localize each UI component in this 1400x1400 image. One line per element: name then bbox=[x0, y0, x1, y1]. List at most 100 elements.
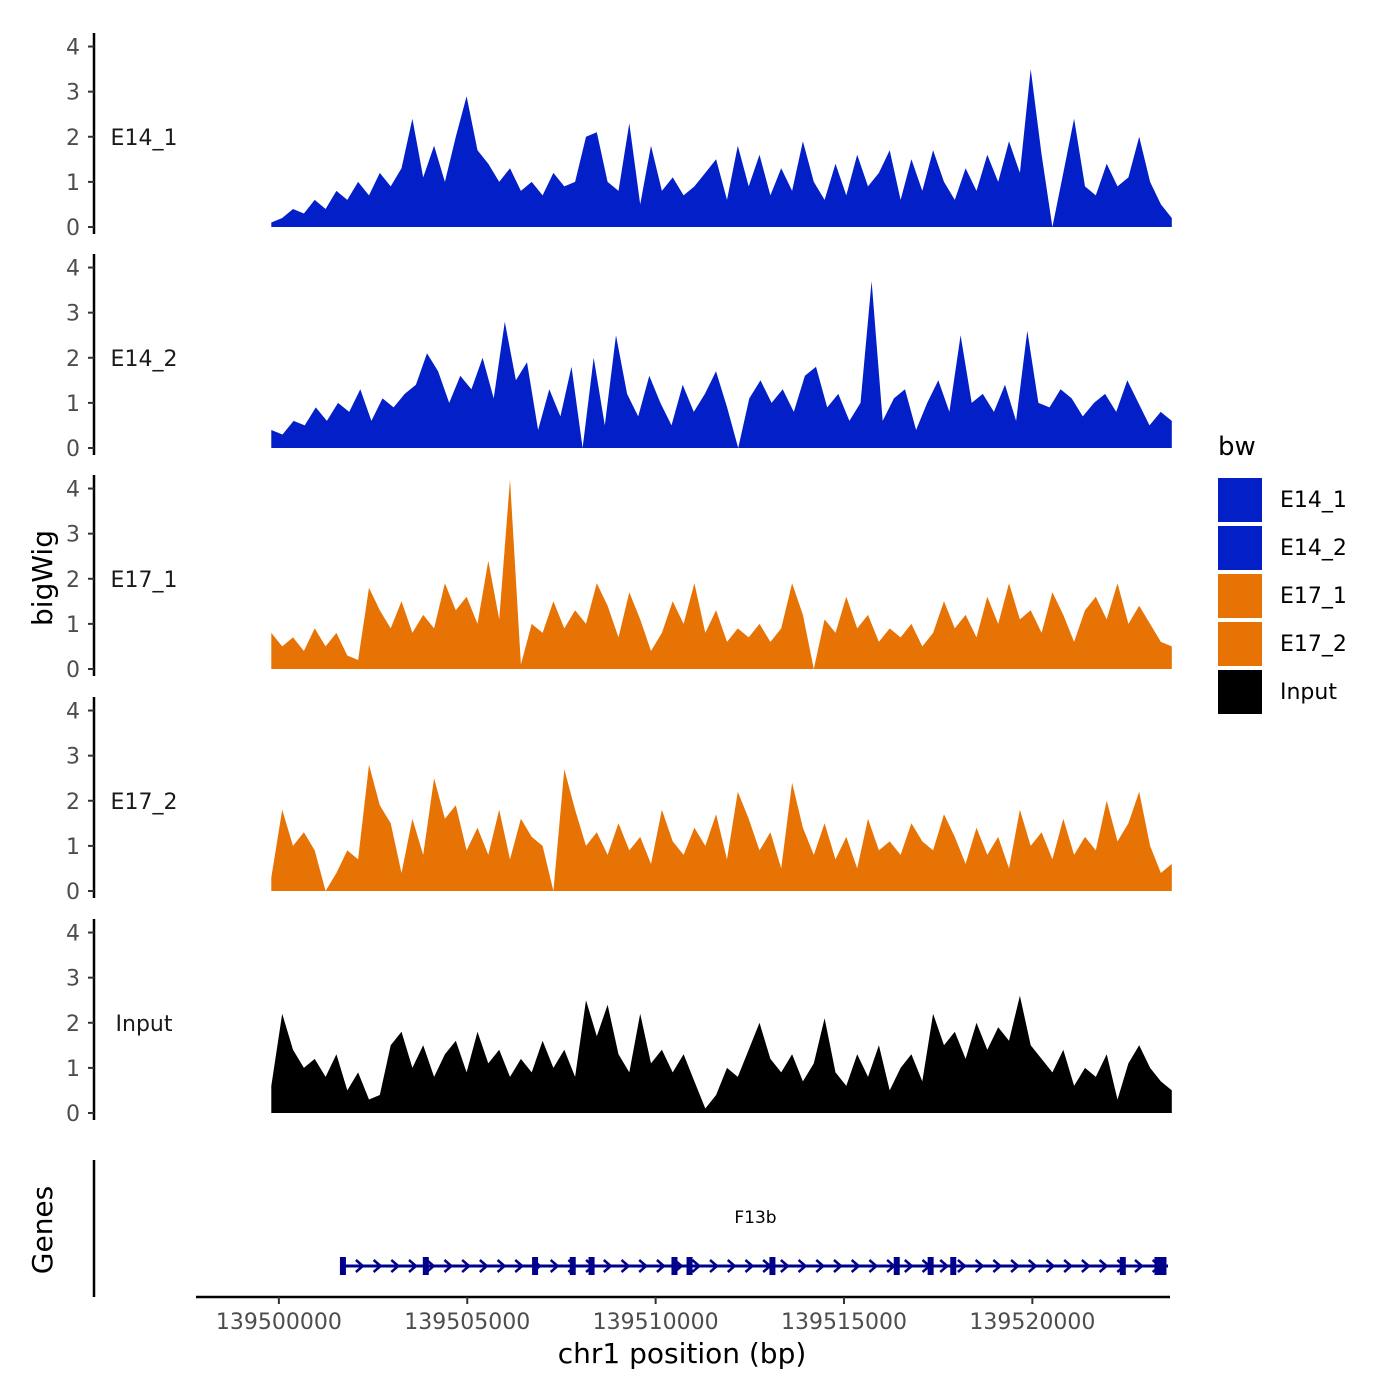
strand-arrow bbox=[957, 1259, 967, 1273]
strand-arrow bbox=[974, 1259, 985, 1273]
legend-items: E14_1 E14_2 E17_1 E17_2 Input bbox=[1218, 476, 1388, 716]
exon bbox=[671, 1257, 678, 1275]
y-tick-label: 1 bbox=[66, 835, 80, 860]
y-tick-label: 1 bbox=[66, 613, 80, 638]
y-tick-label: 3 bbox=[66, 745, 80, 770]
track-label: Input bbox=[116, 1012, 173, 1037]
legend-label: Input bbox=[1280, 679, 1337, 705]
strand-arrow bbox=[602, 1259, 613, 1273]
y-tick-label: 3 bbox=[66, 81, 80, 106]
exon bbox=[422, 1257, 429, 1275]
exon bbox=[1119, 1257, 1126, 1275]
strand-arrow bbox=[726, 1259, 737, 1273]
track-E14_2: 0 1 2 3 4 E14_2 bbox=[66, 254, 1172, 462]
exon bbox=[769, 1257, 776, 1275]
y-tick-label: 0 bbox=[66, 658, 80, 683]
coverage-area-E17_1 bbox=[271, 479, 1172, 669]
legend-key-swatch bbox=[1218, 622, 1262, 666]
strand-arrow bbox=[1081, 1259, 1091, 1273]
legend-item: E17_2 bbox=[1218, 620, 1388, 668]
y-tick-label: 4 bbox=[66, 36, 80, 61]
y-tick-label: 0 bbox=[66, 216, 80, 241]
strand-arrow bbox=[691, 1259, 702, 1273]
y-tick-label: 3 bbox=[66, 523, 80, 548]
legend-key-swatch bbox=[1218, 574, 1262, 618]
track-label: E14_1 bbox=[111, 126, 178, 151]
y-axis-title: bigWig bbox=[26, 530, 59, 626]
coverage-area-E14_2 bbox=[271, 281, 1172, 448]
genes-track: F13b bbox=[92, 1160, 1168, 1297]
legend-label: E17_2 bbox=[1280, 631, 1347, 657]
strand-arrow bbox=[1063, 1259, 1074, 1273]
strand-arrow bbox=[1134, 1259, 1144, 1273]
y-tick-label: 0 bbox=[66, 437, 80, 462]
y-tick-label: 0 bbox=[66, 880, 80, 905]
y-tick-label: 4 bbox=[66, 257, 80, 282]
legend-title: bw bbox=[1218, 432, 1256, 462]
track-E14_1: 0 1 2 3 4 E14_1 bbox=[66, 33, 1172, 241]
track-label: E17_2 bbox=[111, 790, 178, 815]
bigwig-tracks: 0 1 2 3 4 E14_1 0 1 2 3 4 E14_2 0 1 2 3 4 E17_1 0 1 2 3 4 E17_2… bbox=[66, 33, 1172, 1127]
strand-arrow bbox=[939, 1259, 950, 1273]
legend-item: E14_1 bbox=[1218, 476, 1388, 524]
strand-arrow bbox=[833, 1259, 843, 1273]
strand-arrow bbox=[496, 1259, 507, 1273]
x-axis-title: chr1 position (bp) bbox=[558, 1337, 807, 1370]
strand-arrow bbox=[408, 1259, 418, 1273]
legend-label: E14_1 bbox=[1280, 487, 1347, 513]
legend-key-swatch bbox=[1218, 526, 1262, 570]
exon bbox=[927, 1257, 934, 1275]
x-tick-label: 139500000 bbox=[216, 1310, 342, 1335]
y-tick-label: 2 bbox=[66, 790, 80, 815]
strand-arrow bbox=[1027, 1259, 1038, 1273]
x-tick-label: 139520000 bbox=[969, 1310, 1095, 1335]
coverage-area-Input bbox=[271, 995, 1172, 1113]
strand-arrow bbox=[992, 1259, 1003, 1273]
y-tick-label: 3 bbox=[66, 302, 80, 327]
y-tick-label: 4 bbox=[66, 700, 80, 725]
x-tick-label: 139505000 bbox=[404, 1310, 530, 1335]
strand-arrow bbox=[443, 1259, 454, 1273]
track-E17_1: 0 1 2 3 4 E17_1 bbox=[66, 475, 1172, 683]
exon bbox=[569, 1257, 576, 1275]
genes-axis-title: Genes bbox=[26, 1186, 59, 1274]
strand-arrow bbox=[868, 1259, 879, 1273]
legend: bw E14_1 E14_2 E17_1 E17_2 Input bbox=[1218, 432, 1388, 716]
y-tick-label: 1 bbox=[66, 1057, 80, 1082]
strand-arrow bbox=[355, 1259, 365, 1273]
y-tick-label: 2 bbox=[66, 126, 80, 151]
strand-arrow bbox=[461, 1259, 472, 1273]
strand-arrow bbox=[549, 1259, 560, 1273]
exon bbox=[686, 1257, 693, 1275]
strand-arrow bbox=[425, 1259, 436, 1273]
y-tick-label: 2 bbox=[66, 568, 80, 593]
strand-arrow bbox=[744, 1259, 755, 1273]
strand-arrow bbox=[479, 1259, 489, 1273]
x-axis: 139500000 139505000 139510000 139515000 1395… bbox=[196, 1295, 1170, 1335]
strand-arrow bbox=[850, 1259, 861, 1273]
strand-arrow bbox=[797, 1259, 808, 1273]
strand-arrow bbox=[1098, 1259, 1109, 1273]
exon bbox=[339, 1257, 346, 1275]
exon bbox=[1154, 1257, 1167, 1275]
gene-name-label: F13b bbox=[734, 1208, 776, 1228]
x-tick-label: 139510000 bbox=[593, 1310, 719, 1335]
track-label: E14_2 bbox=[111, 347, 178, 372]
legend-label: E17_1 bbox=[1280, 583, 1347, 609]
strand-arrow bbox=[780, 1259, 790, 1273]
y-tick-label: 2 bbox=[66, 1012, 80, 1037]
legend-key-swatch bbox=[1218, 670, 1262, 714]
strand-arrow bbox=[815, 1259, 826, 1273]
strand-arrow bbox=[903, 1259, 914, 1273]
strand-arrow bbox=[709, 1259, 719, 1273]
exon bbox=[893, 1257, 900, 1275]
exon bbox=[532, 1257, 539, 1275]
strand-arrow bbox=[620, 1259, 631, 1273]
legend-item: E14_2 bbox=[1218, 524, 1388, 572]
exon bbox=[588, 1257, 595, 1275]
legend-item: Input bbox=[1218, 668, 1388, 716]
track-Input: 0 1 2 3 4 Input bbox=[66, 919, 1172, 1127]
strand-arrow bbox=[1045, 1259, 1056, 1273]
legend-item: E17_1 bbox=[1218, 572, 1388, 620]
